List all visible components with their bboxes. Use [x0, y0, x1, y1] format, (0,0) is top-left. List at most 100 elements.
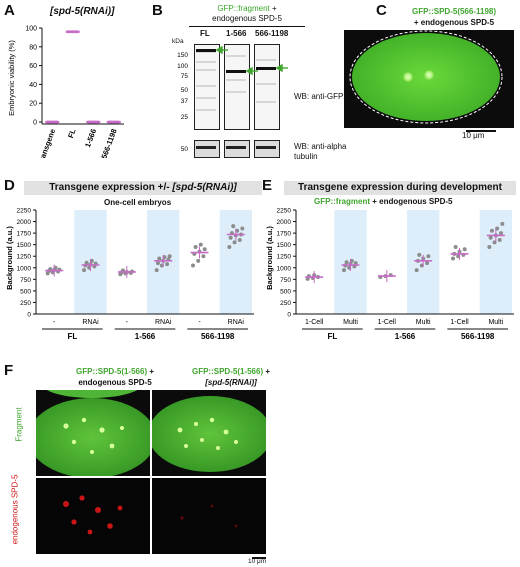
panel-a-point [110, 120, 114, 124]
panel-e-subtitle: GFP::fragment + endogenous SPD-5 [314, 197, 452, 206]
tubulin-band-fl [196, 146, 216, 149]
d-point [165, 262, 170, 267]
d-ytick-label: 1250 [17, 254, 32, 261]
panel-f-col2-plus: + [263, 367, 271, 376]
e-point [414, 268, 419, 273]
panel-b-blot-overlay: 150 100 75 50 37 25 50 [177, 45, 288, 153]
d-point [232, 240, 237, 245]
panel-a-point [116, 120, 120, 124]
d-group-label: 566-1198 [201, 332, 235, 341]
d-point [191, 263, 195, 268]
blot-566-1198 [254, 44, 280, 130]
panel-f-col1-green: GFP::SPD-5(1-566) [75, 367, 148, 376]
d-ytick-label: 1750 [17, 231, 32, 238]
panel-a-chart: Embryonic viability (%) 0 20 40 60 80 100 no t… [7, 26, 124, 158]
panel-d-ylabel: Background (a.u.) [5, 226, 14, 290]
wb-tubulin-label: WB: anti-alpha tubulin [294, 142, 346, 162]
band-fl [196, 49, 216, 52]
e-ytick-label: 1750 [277, 231, 292, 238]
e-xtick-label: Multi [343, 319, 358, 326]
panel-a-point [96, 120, 100, 124]
d-ytick-label: 250 [20, 300, 31, 307]
e-point [489, 228, 494, 233]
panel-a-point [50, 120, 54, 124]
panel-f-endogenous-panel-1 [36, 478, 150, 554]
e-ytick-label: 2250 [277, 208, 292, 215]
d-point [193, 244, 198, 249]
panel-a-title: [spd-5(RNAi)] [50, 6, 115, 17]
d-group-label: FL [67, 332, 77, 341]
d-point [198, 242, 203, 247]
e-point [499, 231, 504, 236]
embryo-f1 [36, 398, 150, 476]
d-point [202, 247, 207, 252]
centrosome-2 [423, 69, 435, 81]
panel-a-category-label: 1-566 [83, 128, 98, 149]
e-point [353, 261, 358, 266]
d-xtick-label: RNAi [82, 319, 99, 326]
e-point [497, 238, 502, 243]
e-shade-band [479, 210, 512, 314]
embryo-f1-top [46, 390, 138, 398]
panel-a-point [89, 120, 93, 124]
e-ytick-label: 250 [280, 300, 291, 307]
panel-a-ytick-label: 0 [33, 120, 37, 127]
e-point [426, 254, 431, 259]
e-xtick-label: 1-Cell [305, 319, 324, 326]
panel-a-ytick-label: 20 [29, 101, 37, 108]
panel-a-point [52, 120, 56, 124]
e-point [342, 268, 346, 273]
panel-c-scalebar [466, 130, 496, 132]
d-point [167, 254, 172, 259]
mw-50-lower: 50 [181, 146, 189, 153]
arrow-1-566 [245, 66, 258, 76]
mw-25: 25 [181, 114, 189, 121]
e-xtick-label: Multi [488, 319, 503, 326]
wb-gfp-label: WB: anti-GFP [294, 92, 344, 101]
panel-e-subtitle-rest: + endogenous SPD-5 [370, 197, 453, 206]
panel-a-point [46, 120, 50, 124]
endogenous-foci-2 [180, 504, 238, 528]
endogenous-foci-1 [63, 495, 123, 535]
d-point [157, 256, 162, 261]
d-ytick-label: 750 [20, 277, 31, 284]
panel-d-banner-italic: [spd-5(RNAi)] [172, 182, 237, 193]
embryo-outline-c [349, 30, 503, 124]
d-point [240, 226, 245, 231]
panel-b-title-green: GFP::fragment [217, 4, 270, 13]
mw-150: 150 [177, 52, 188, 59]
arrow-566-1198 [275, 63, 288, 73]
mw-37: 37 [181, 98, 189, 105]
panel-f-scale-label: 10 μm [248, 558, 267, 565]
panel-c-label: C [376, 2, 387, 19]
panel-b-label: B [152, 2, 163, 19]
d-ytick-label: 0 [27, 312, 31, 319]
panel-e-chart: Background (a.u.) 0 250 500 750 1000 1250 1500… [265, 208, 514, 341]
panel-a-ytick-label: 100 [25, 26, 37, 33]
d-xtick-label: - [53, 319, 56, 326]
panel-a-point [73, 30, 77, 34]
panel-b-kda: kDa [172, 38, 184, 45]
d-point [155, 261, 160, 266]
tubulin-band-1-566 [226, 146, 246, 149]
panel-f-col2-title: GFP::SPD-5(1-566) + [spd-5(RNAi)] [166, 366, 296, 388]
panel-e-ylabel: Background (a.u.) [265, 226, 274, 290]
blot-1-566 [224, 44, 250, 130]
e-ytick-label: 0 [287, 312, 291, 319]
panel-c-title-green: GFP::SPD-5(566-1198) [411, 7, 497, 16]
panel-b-title-line2: endogenous SPD-5 [212, 14, 282, 23]
e-point [425, 261, 430, 266]
d-point [154, 268, 159, 273]
embryo-f2 [152, 396, 266, 472]
d-point [231, 224, 236, 229]
panel-f-col1-title: GFP::SPD-5(1-566) + endogenous SPD-5 [50, 366, 180, 388]
panel-b-title-plus: + [269, 4, 277, 13]
d-xtick-label: RNAi [228, 319, 245, 326]
e-point [488, 235, 493, 240]
lane-label-1-566: 1-566 [226, 29, 247, 38]
panel-d-label: D [4, 177, 15, 194]
panel-f-scalebar [252, 557, 266, 559]
mw-50: 50 [181, 87, 189, 94]
panel-f-row1-label: Fragment [14, 407, 24, 442]
panel-f-endogenous-panel-2 [152, 478, 266, 554]
